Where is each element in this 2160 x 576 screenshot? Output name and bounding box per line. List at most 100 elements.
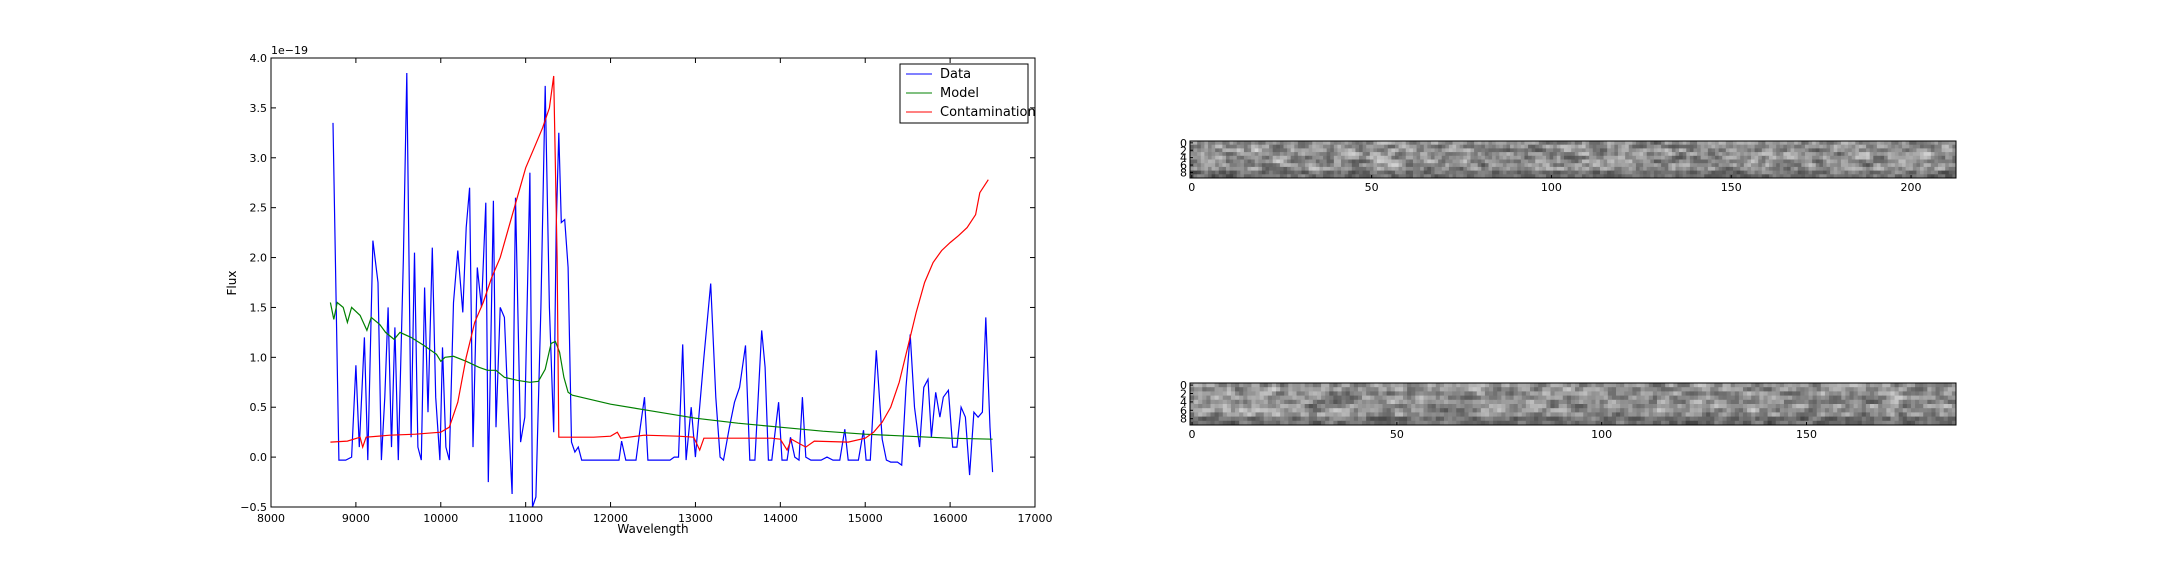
heatmap-cell: [1329, 412, 1334, 417]
heatmap-cell: [1287, 174, 1292, 179]
heatmap-cell: [1800, 391, 1805, 396]
heatmap-cell: [1474, 174, 1479, 179]
heatmap-cell: [1438, 155, 1443, 160]
heatmap-cell: [1229, 152, 1234, 157]
heatmap-cell: [1685, 412, 1691, 417]
heatmap-cell: [1280, 399, 1285, 405]
heatmap-cell: [1488, 141, 1493, 146]
heatmap-cell: [1858, 152, 1863, 157]
heatmap-cell: [1259, 404, 1265, 409]
heatmap-cell: [1357, 383, 1363, 388]
heatmap-cell: [1874, 420, 1879, 426]
heatmap-cell: [1517, 141, 1522, 146]
heatmap-cell: [1599, 170, 1604, 175]
heatmap-cell: [1830, 152, 1835, 157]
heatmap-cell: [1644, 416, 1650, 422]
heatmap-cell: [1468, 404, 1474, 409]
heatmap-cell: [1271, 395, 1277, 401]
heatmap-cell: [1243, 399, 1248, 405]
heatmap-cell: [1616, 391, 1621, 396]
heatmap-cell: [1355, 163, 1360, 168]
heatmap-cell: [1370, 383, 1375, 388]
heatmap-cell: [1804, 387, 1809, 392]
heatmap-cell: [1243, 166, 1248, 171]
heatmap-cell: [1898, 155, 1903, 160]
heatmap-cell: [1506, 144, 1511, 149]
heatmap-cell: [1808, 383, 1814, 388]
heatmap-cell: [1743, 148, 1748, 153]
heatmap-cell: [1480, 412, 1486, 417]
heatmap-cell: [1725, 152, 1730, 157]
heatmap-cell: [1326, 163, 1331, 168]
heatmap-cell: [1341, 404, 1347, 409]
heatmap-cell: [1409, 148, 1414, 153]
heatmap-cell: [1769, 152, 1773, 157]
heatmap-cell: [1197, 174, 1202, 179]
heatmap-cell: [1272, 159, 1277, 164]
heatmap-cell: [1644, 404, 1650, 409]
heatmap-cell: [1211, 144, 1216, 149]
heatmap-cell: [1861, 383, 1867, 388]
heatmap-cell: [1427, 152, 1432, 157]
heatmap-cell: [1880, 163, 1885, 168]
heatmap-cell: [1474, 159, 1479, 164]
heatmap-cell: [1948, 152, 1953, 157]
heatmap-cell: [1898, 170, 1903, 175]
heatmap-cell: [1468, 399, 1474, 405]
heatmap-cell: [1894, 404, 1900, 409]
heatmap-cell: [1292, 395, 1297, 401]
heatmap-cell: [1725, 144, 1730, 149]
heatmap-cell: [1873, 174, 1878, 179]
heatmap-cell: [1628, 174, 1633, 179]
heatmap-cell: [1910, 416, 1916, 422]
heatmap-cell: [1439, 391, 1445, 396]
heatmap-cell: [1398, 163, 1403, 168]
heatmap-cell: [1542, 152, 1547, 157]
heatmap-cell: [1718, 387, 1723, 392]
heatmap-cell: [1886, 383, 1891, 388]
heatmap-cell: [1520, 144, 1525, 149]
heatmap-cell: [1445, 155, 1450, 160]
heatmap-cell: [1837, 174, 1842, 179]
heatmap-cell: [1398, 383, 1404, 388]
heatmap-cell: [1884, 141, 1889, 146]
heatmap-cell: [1247, 159, 1252, 164]
heatmap-cell: [1919, 395, 1924, 401]
heatmap-cell: [1927, 383, 1932, 388]
heatmap-cell: [1754, 144, 1759, 149]
heatmap-cell: [1624, 395, 1629, 401]
heatmap-cell: [1866, 148, 1871, 153]
heatmap-cell: [1301, 148, 1306, 153]
heatmap-cell: [1758, 166, 1763, 171]
heatmap-cell: [1319, 174, 1324, 179]
heatmap-cell: [1575, 399, 1580, 405]
heatmap-cell: [1668, 152, 1673, 157]
heatmap-cell: [1464, 408, 1469, 413]
heatmap-cell: [1441, 144, 1446, 149]
heatmap-cell: [1726, 395, 1732, 401]
x-tick-label: 50: [1365, 181, 1379, 194]
heatmap-cell: [1464, 391, 1469, 396]
heatmap-cell: [1943, 408, 1949, 413]
heatmap-cell: [1312, 166, 1317, 171]
heatmap-cell: [1290, 170, 1295, 175]
heatmap-cell: [1725, 174, 1730, 179]
heatmap-cell: [1430, 163, 1435, 168]
heatmap-cell: [1279, 166, 1284, 171]
heatmap-cell: [1263, 395, 1269, 401]
heatmap-cell: [1506, 141, 1511, 146]
heatmap-cell: [1394, 395, 1400, 401]
heatmap-cell: [1930, 148, 1935, 153]
heatmap-cell: [1738, 416, 1744, 422]
heatmap-cell: [1243, 420, 1248, 426]
heatmap-cell: [1505, 412, 1510, 417]
heatmap-cell: [1858, 141, 1863, 146]
heatmap-cell: [1312, 391, 1318, 396]
heatmap-cell: [1403, 420, 1408, 426]
heatmap-cell: [1869, 141, 1874, 146]
heatmap-cell: [1632, 174, 1637, 179]
heatmap-cell: [1359, 141, 1364, 146]
heatmap-cell: [1820, 416, 1826, 422]
heatmap-cell: [1607, 408, 1613, 413]
heatmap-cell: [1848, 152, 1853, 157]
